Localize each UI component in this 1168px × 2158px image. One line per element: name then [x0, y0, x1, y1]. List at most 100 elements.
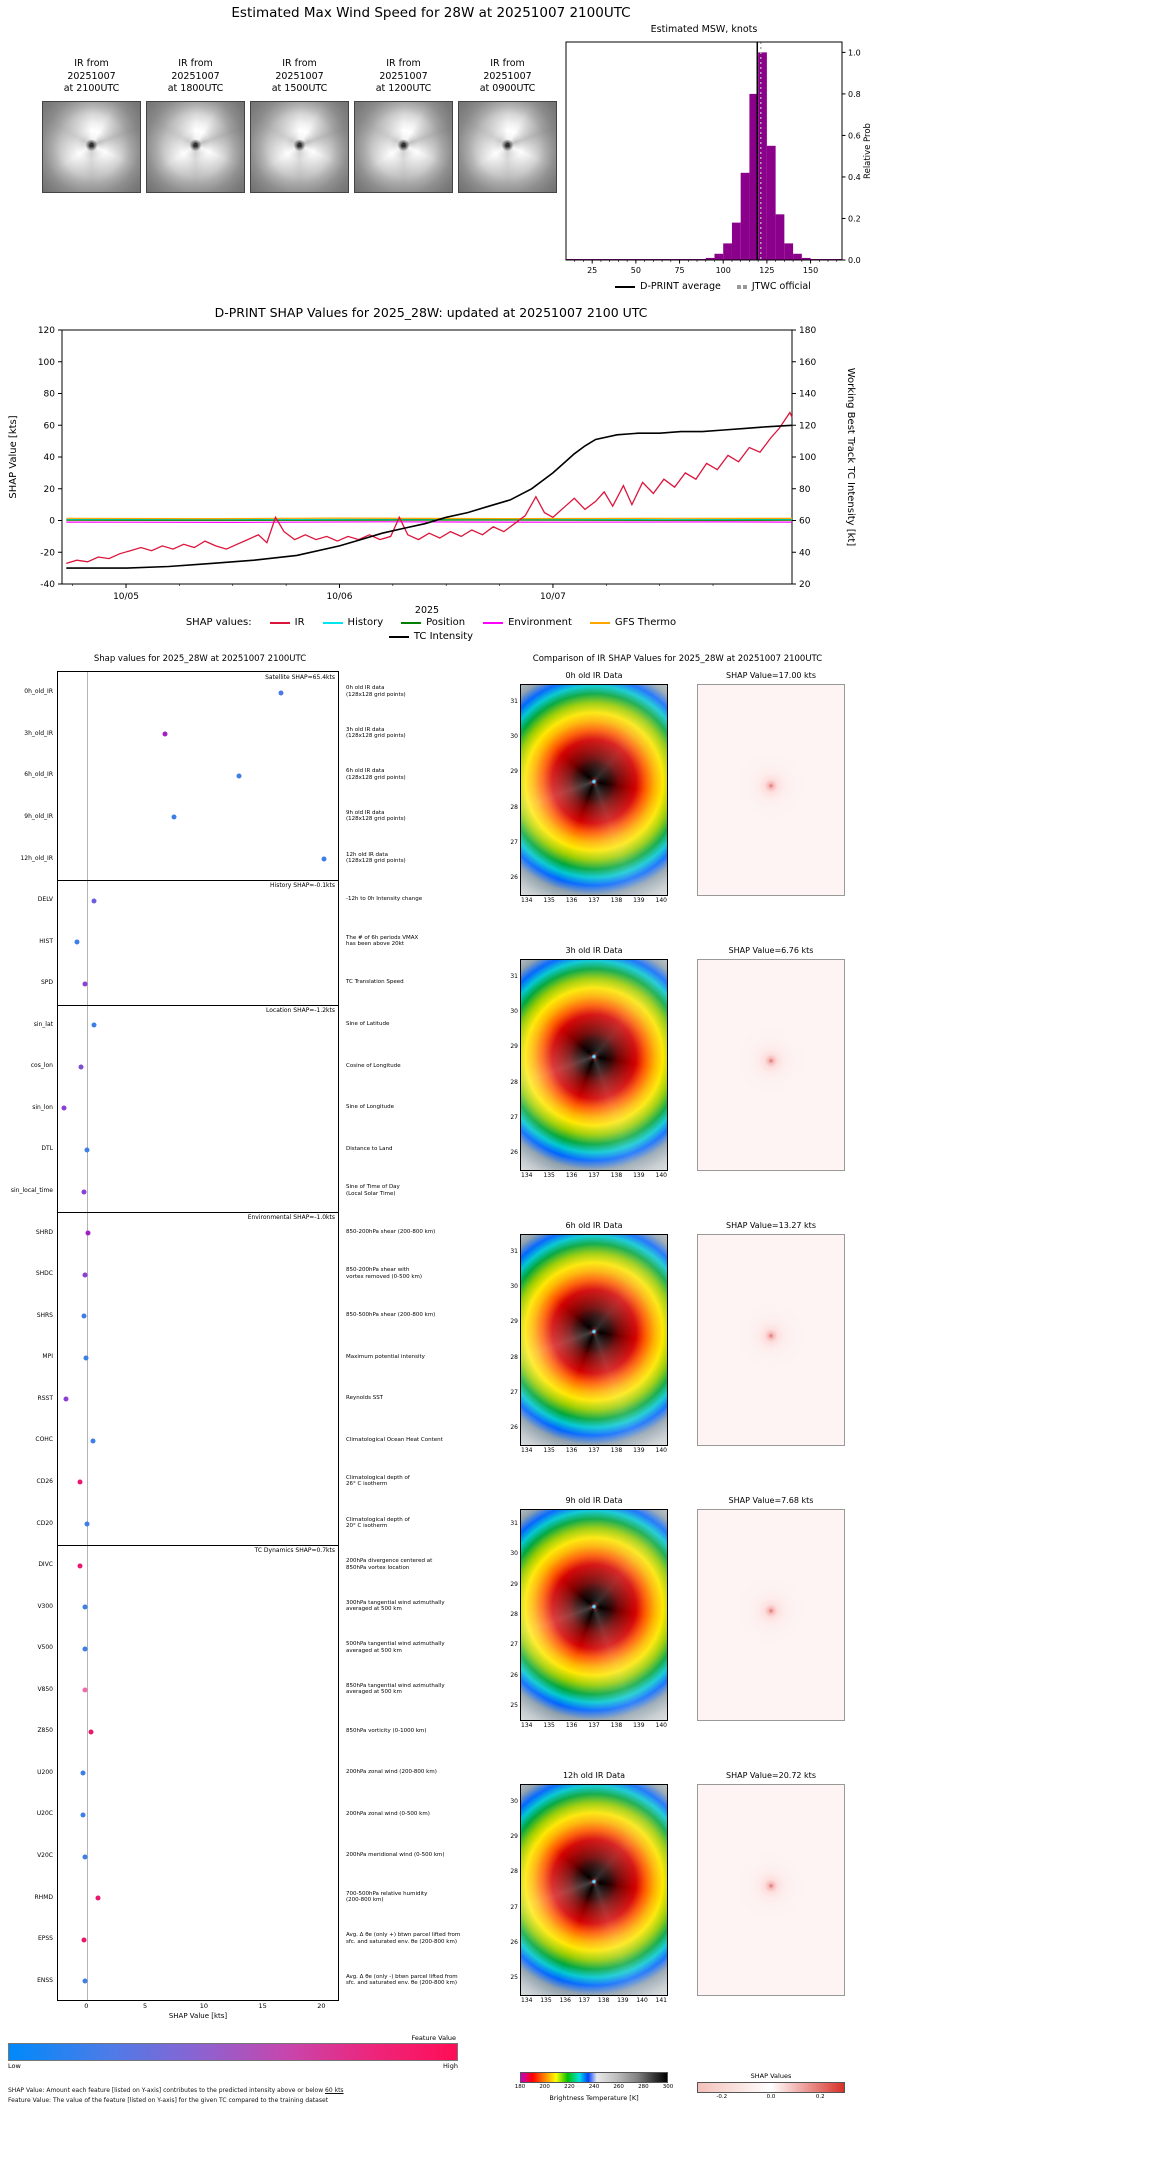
shap-dot [88, 1729, 94, 1735]
tick-label: 40 [799, 548, 811, 558]
legend-item: Position [401, 617, 465, 628]
comparison-title: Comparison of IR SHAP Values for 2025_28… [532, 654, 823, 664]
x-axis-label: 2025 [415, 605, 439, 616]
timeseries-legend-row-1: SHAP values: IR History Position Environmen… [0, 617, 862, 628]
brightness-temp-colorbar: 180 200 220 240 260 280 300 Brightness Tempera… [515, 2072, 674, 2102]
tick-label: 100 [716, 266, 731, 275]
shap-dot [63, 1396, 69, 1402]
shap-dot [162, 731, 168, 737]
gray-square-swatch [742, 284, 747, 289]
feature-shap-section: Shap values for 2025_28W at 20251007 210… [8, 654, 464, 2105]
group-separator [58, 1212, 338, 1214]
tick-label: 80 [799, 485, 811, 495]
feature-description: 300hPa tangential wind azimuthally avera… [346, 1599, 445, 1613]
comparison-row: 9h old IR Data 31 30 29 28 27 26 25 134 135 136 137… [505, 1496, 865, 1771]
shap-map-title: SHAP Value=13.27 kts [726, 1221, 816, 1230]
plot-frame [61, 329, 793, 585]
shap-dot [81, 1313, 87, 1319]
lon-tick-label: 139 [633, 897, 645, 904]
right-y-label: Working Best Track TC Intensity [kt] [845, 368, 856, 547]
tick-label: 150 [803, 266, 818, 275]
feature-description: TC Translation Speed [346, 979, 404, 986]
ir-satellite-image [42, 101, 141, 193]
legend-tc-intensity-label: TC Intensity [413, 631, 474, 642]
colorbar-tick-label: 260 [613, 2084, 624, 2090]
series-environment [66, 521, 793, 523]
lat-tick-label: 27 [510, 1903, 518, 1911]
lat-tick-label: 30 [510, 1283, 518, 1290]
feature-description: Maximum potential intensity [346, 1353, 425, 1360]
feature-label: CD26 [36, 1477, 53, 1485]
tick-label: 120 [38, 326, 55, 336]
ir-map-block: 12h old IR Data 30 29 28 27 26 25 134 135 136 137 1… [510, 1771, 668, 2004]
lat-tick-label: 30 [510, 1550, 518, 1558]
ir-thumbnail: IR from 20251007 at 1200UTC [354, 58, 453, 193]
shap-map-wrap [697, 1509, 845, 1721]
shap-dot [91, 1022, 97, 1028]
feature-label: U20C [36, 1810, 53, 1818]
feature-description: Reynolds SST [346, 1395, 384, 1402]
ir-map-title: 0h old IR Data [565, 671, 623, 680]
comparison-colorbars: 180 200 220 240 260 280 300 Brightness Tempera… [505, 2072, 865, 2136]
feature-label: DELV [37, 896, 53, 904]
legend-item: Environment [483, 617, 572, 628]
lon-tick-label: 136 [565, 897, 578, 904]
feature-description: 0h old IR data (128x128 grid points) [346, 685, 406, 698]
shap-dot [82, 1646, 88, 1652]
feature-description: Avg. Δ θe (only +) btwn parcel lifted fr… [346, 1932, 461, 1945]
lat-tick-label: 27 [510, 839, 518, 846]
feature-description: Distance to Land [346, 1145, 393, 1152]
ir-map-wrap: 31 30 29 28 27 26 [510, 959, 668, 1171]
histogram-bar [793, 253, 802, 260]
ir-thumbnail-label: IR from 20251007 at 2100UTC [63, 58, 120, 94]
tick-label: 10/07 [540, 592, 566, 602]
feature-label-column: 0h_old_IR 3h_old_IR 6h_old_IR 9h_old_IR 12h_… [8, 671, 57, 2001]
shap-dot [82, 1854, 88, 1860]
brightness-temp-ticks: 180 200 220 240 260 280 300 [515, 2083, 674, 2092]
ir-color-map [520, 1784, 668, 1996]
shap-map-block: SHAP Value=7.68 kts [697, 1496, 845, 1721]
black-line-swatch [615, 285, 636, 288]
shap-dot [74, 939, 80, 945]
feature-description: 850-500hPa shear (200-800 km) [346, 1311, 436, 1318]
legend-label: IR [294, 617, 305, 628]
high-label: High [443, 2062, 458, 2070]
lon-tick-label: 136 [565, 1722, 578, 1729]
tick-label: 1.0 [848, 48, 861, 57]
lon-tick-label: 134 [521, 1447, 533, 1454]
shap-dot [278, 690, 284, 696]
histogram-bar [723, 243, 732, 260]
x-tick-label: 10 [199, 2002, 209, 2010]
feature-description: 850hPa vorticity (0-1000 km) [346, 1727, 427, 1734]
histogram-bar [705, 257, 715, 260]
lon-tick-label: 140 [636, 1997, 648, 2004]
group-separator [58, 1544, 338, 1546]
feature-label: 9h_old_IR [24, 812, 53, 820]
shap-dot [236, 773, 242, 779]
shap-map-block: SHAP Value=6.76 kts [697, 946, 845, 1171]
feature-description: 200hPa divergence centered at 850hPa vor… [346, 1558, 433, 1571]
shap-dot [80, 1812, 85, 1818]
feature-label: RSST [37, 1394, 53, 1402]
shap-values-gradient [697, 2082, 845, 2093]
lat-tick-label: 26 [510, 1149, 518, 1157]
feature-value-ends: Low High [8, 2062, 458, 2070]
lat-tick-label: 31 [510, 1520, 518, 1528]
lat-tick-label: 29 [510, 1833, 518, 1840]
shap-dot [78, 1064, 84, 1070]
shap-dot [321, 856, 327, 862]
shap-value-map [697, 1784, 845, 1996]
lon-tick-label: 136 [565, 1447, 578, 1454]
dotplot-canvas: 0h_old_IR 3h_old_IR 6h_old_IR 9h_old_IR 12h_… [8, 671, 464, 2001]
ir-map-block: 3h old IR Data 31 30 29 28 27 26 134 135 136 137 13… [510, 946, 668, 1179]
feature-description: Sine of Longitude [346, 1104, 395, 1111]
lon-tick-label: 140 [655, 1447, 667, 1454]
tick-label: 100 [799, 453, 816, 463]
lat-tick-label: 25 [510, 1974, 518, 1982]
lon-tick-label: 139 [633, 1447, 645, 1454]
ir-thumbnail-strip: IR from 20251007 at 2100UTC IR from 20251… [42, 58, 562, 193]
shap-map-wrap [697, 684, 845, 896]
lon-tick-label: 139 [617, 1997, 629, 2004]
legend-item: GFS Thermo [589, 617, 676, 628]
lon-tick-label: 140 [655, 1722, 667, 1729]
